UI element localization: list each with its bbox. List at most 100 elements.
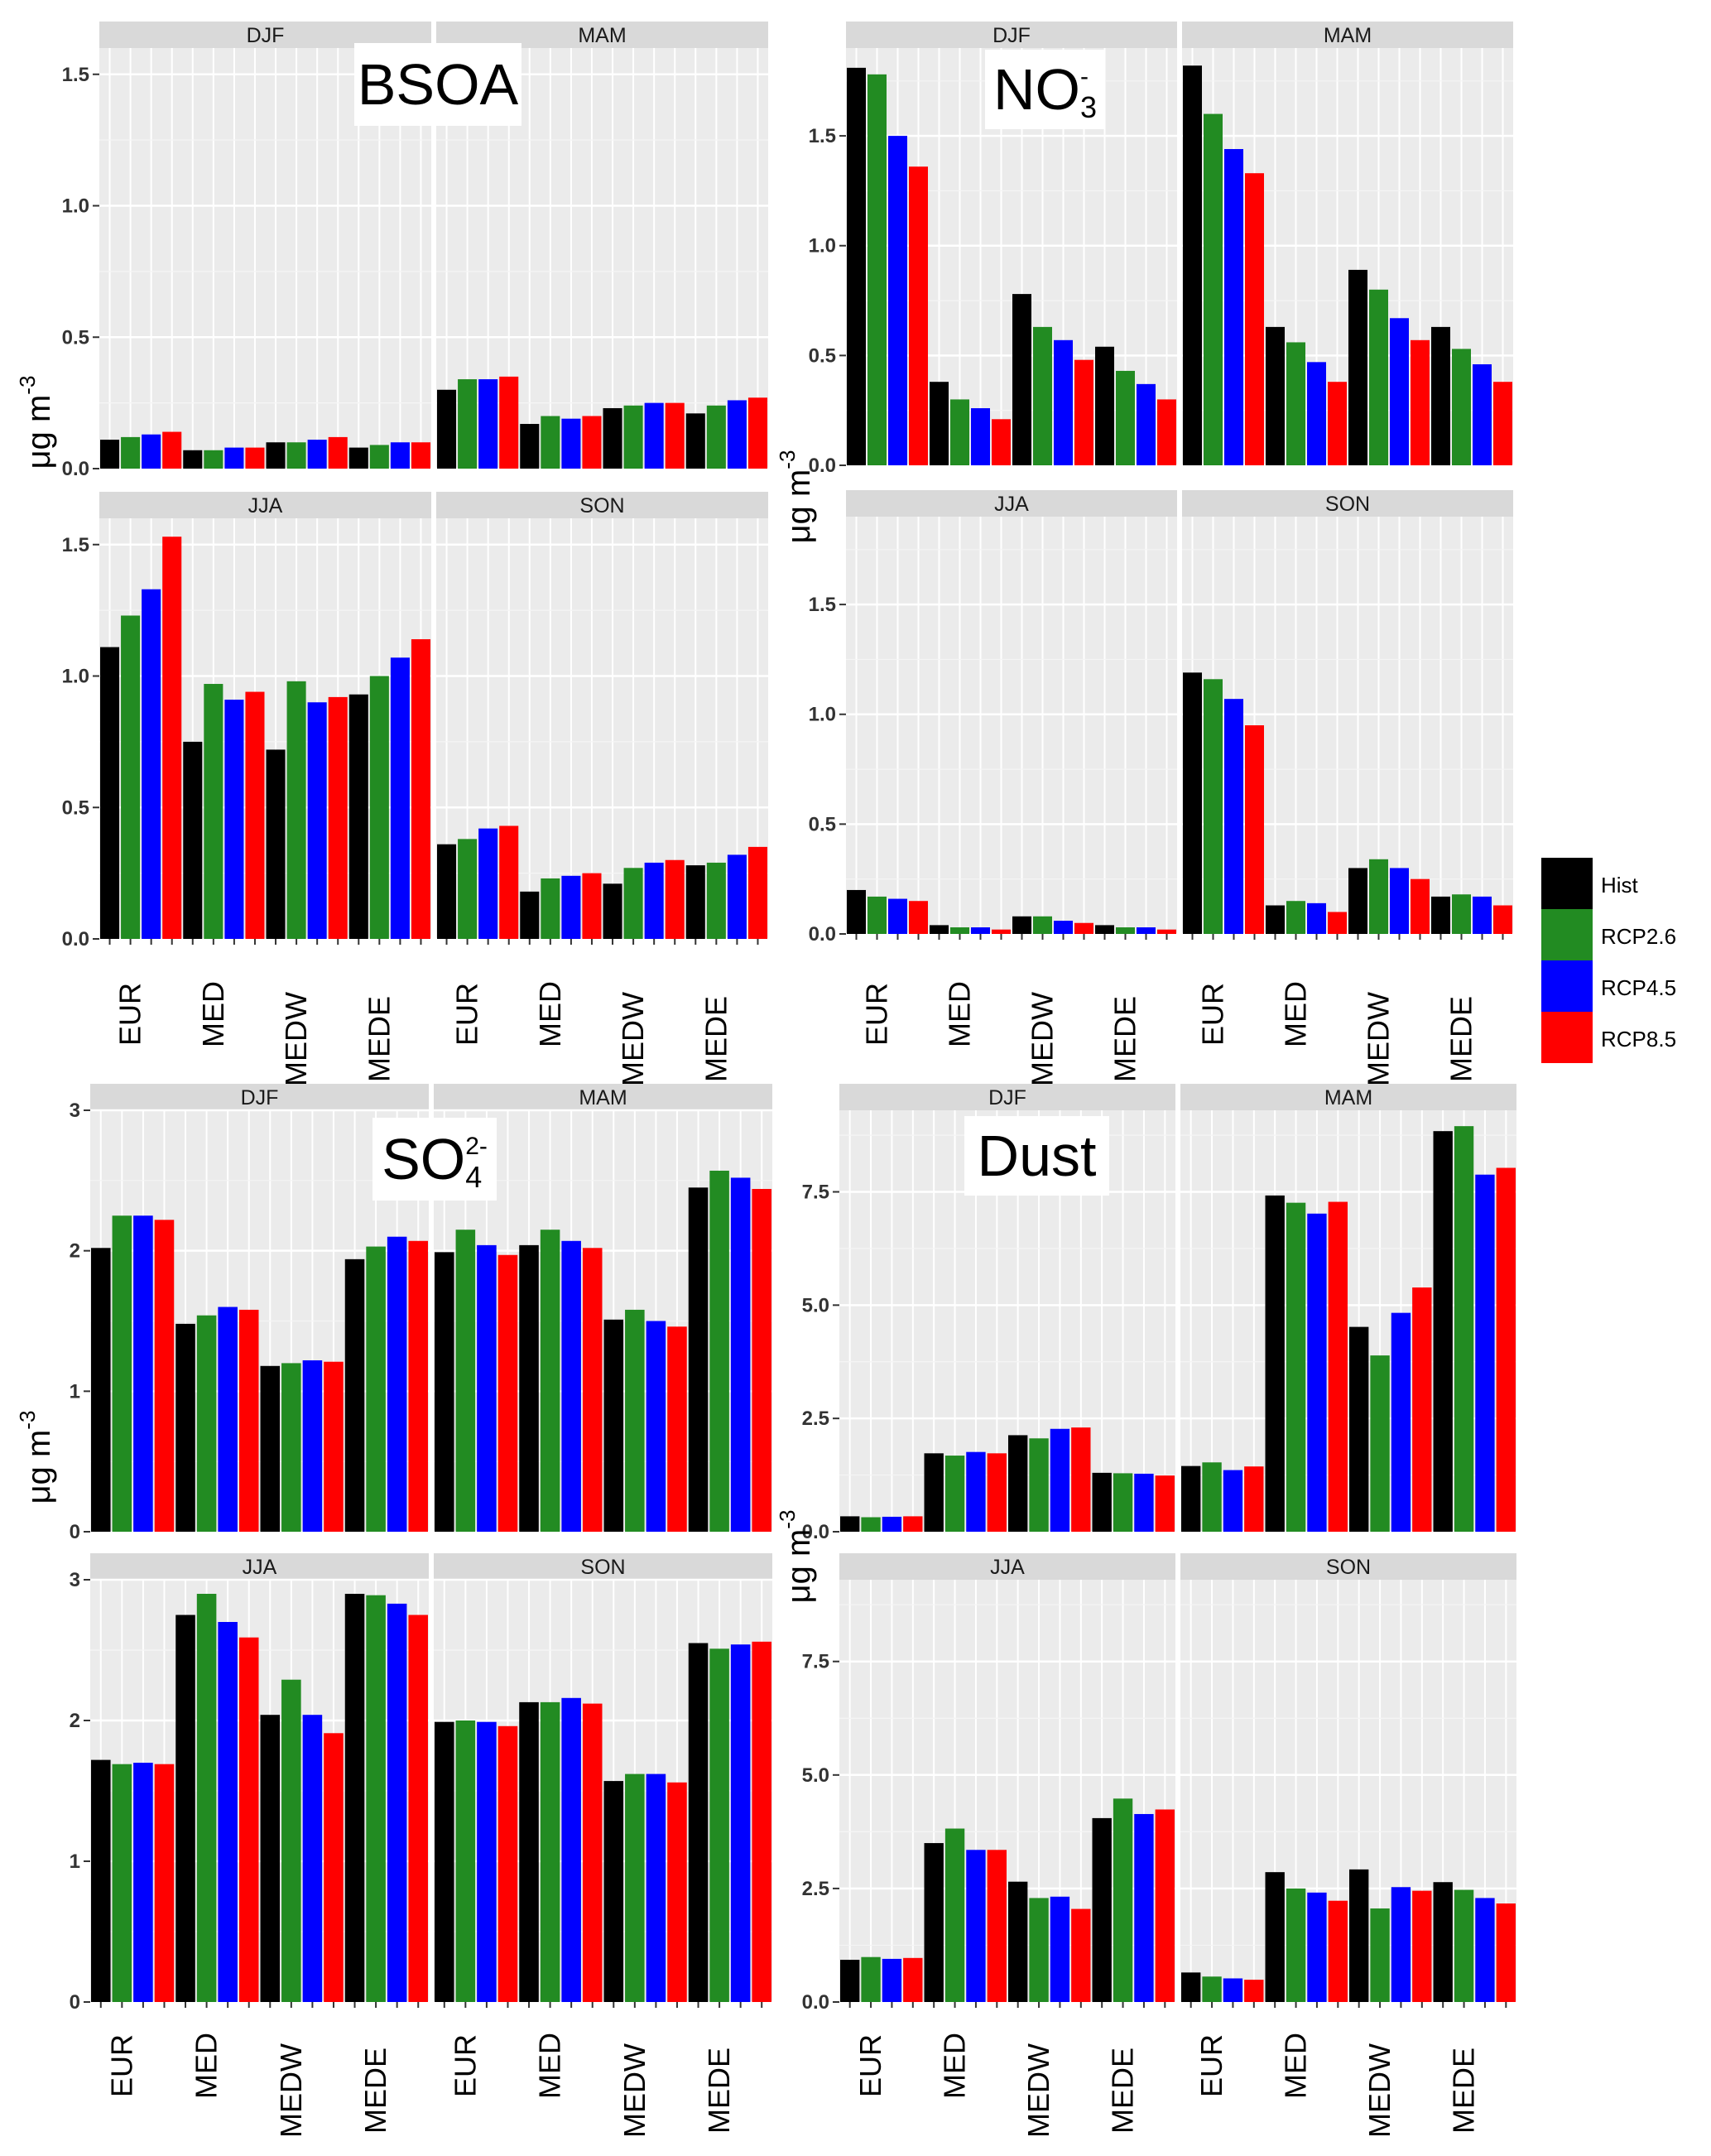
facet-no3-jja: JJA 0.0 0.5 1.0 1.5 EUR MED MEDW MEDE — [809, 490, 1177, 1086]
bar-undefined-eur-rcp8.5 — [154, 1764, 175, 2002]
y-axis-label-main: μg m — [781, 1529, 817, 1604]
bar-undefined-medw-rcp2.6 — [623, 405, 643, 469]
bar-undefined-med-rcp4.5 — [1307, 1892, 1327, 2002]
bar-undefined-medw-hist — [1012, 916, 1031, 934]
bar-undefined-eur-rcp4.5 — [1224, 699, 1243, 934]
bar-undefined-mede-hist — [348, 447, 368, 469]
bar-undefined-med-rcp2.6 — [196, 1315, 217, 1532]
bar-undefined-med-rcp2.6 — [541, 416, 560, 469]
y-tick-label: 1.5 — [809, 125, 836, 147]
facet-strip — [846, 490, 1177, 517]
bar-undefined-med-rcp2.6 — [540, 1701, 560, 2002]
y-tick-label: 3 — [70, 1569, 80, 1591]
bar-undefined-medw-rcp2.6 — [625, 1309, 645, 1532]
bar-undefined-eur-rcp4.5 — [1223, 1978, 1243, 2002]
y-tick-label: 3 — [70, 1100, 80, 1122]
facet-strip-label: SON — [1325, 493, 1370, 516]
bar-undefined-med-rcp8.5 — [245, 691, 265, 939]
facet-bsoa-son: SON EUR MED MEDW MEDE — [436, 492, 768, 1086]
bar-undefined-med-rcp2.6 — [950, 927, 969, 934]
facet-strip — [839, 1553, 1175, 1580]
facet-strip-label: JJA — [994, 493, 1029, 516]
bar-undefined-med-rcp8.5 — [992, 929, 1011, 934]
bar-undefined-mede-hist — [1092, 1817, 1112, 2002]
bar-undefined-mede-rcp4.5 — [730, 1177, 751, 1532]
bar-undefined-mede-rcp4.5 — [390, 657, 410, 939]
bar-undefined-medw-rcp4.5 — [1054, 339, 1073, 465]
bar-undefined-mede-rcp4.5 — [1473, 363, 1492, 465]
bar-undefined-mede-rcp8.5 — [408, 1240, 428, 1532]
bar-undefined-medw-rcp4.5 — [307, 702, 327, 939]
bar-undefined-mede-rcp8.5 — [1493, 905, 1512, 934]
bar-undefined-med-rcp8.5 — [987, 1850, 1007, 2002]
bar-undefined-medw-rcp4.5 — [1050, 1428, 1070, 1532]
bar-undefined-eur-rcp2.6 — [1204, 679, 1223, 934]
bar-undefined-med-rcp4.5 — [224, 447, 244, 469]
bar-undefined-medw-rcp8.5 — [667, 1326, 687, 1532]
bar-undefined-medw-rcp2.6 — [1370, 1355, 1390, 1532]
bar-undefined-medw-rcp2.6 — [623, 868, 643, 939]
y-tick-label: 7.5 — [802, 1651, 829, 1673]
bar-undefined-eur-rcp2.6 — [868, 74, 887, 466]
bar-undefined-mede-rcp2.6 — [366, 1246, 386, 1532]
y-tick-label: 0.0 — [809, 923, 836, 946]
bar-undefined-mede-rcp4.5 — [1137, 927, 1156, 934]
bar-undefined-eur-rcp4.5 — [478, 379, 498, 469]
facet-strip-label: SON — [580, 1556, 625, 1579]
y-axis-label: μg m-3 — [775, 1510, 817, 1604]
panel-title: SO42- — [382, 1127, 488, 1194]
bar-undefined-eur-rcp8.5 — [1245, 173, 1264, 465]
bar-undefined-med-rcp2.6 — [541, 878, 560, 939]
x-category-label: EUR — [450, 983, 484, 1046]
bar-undefined-med-rcp8.5 — [1328, 912, 1347, 934]
bar-undefined-eur-rcp2.6 — [121, 615, 141, 939]
x-category-label: MEDW — [274, 2043, 308, 2138]
bar-undefined-mede-rcp2.6 — [1116, 927, 1135, 934]
bar-undefined-medw-rcp2.6 — [286, 442, 306, 469]
legend-swatch-rcp2.6 — [1541, 909, 1593, 960]
x-category-label: MEDW — [1026, 992, 1060, 1086]
x-category-label: MED — [190, 2033, 223, 2099]
facet-strip — [436, 492, 768, 518]
panel-no3: DJF 0.0 0.5 1.0 1.5 MAM JJA 0.0 0.5 1.0 1.5 EUR MED M… — [775, 22, 1513, 1086]
bar-undefined-medw-rcp4.5 — [307, 440, 327, 469]
y-tick-label: 0.0 — [62, 928, 89, 950]
bar-undefined-medw-rcp2.6 — [1369, 289, 1388, 465]
y-axis-label: μg m-3 — [775, 450, 817, 544]
bar-undefined-eur-rcp2.6 — [1202, 1462, 1222, 1532]
bar-undefined-eur-rcp4.5 — [142, 434, 161, 469]
legend-swatch-rcp4.5 — [1541, 960, 1593, 1012]
bar-undefined-mede-rcp8.5 — [408, 1615, 428, 2002]
facet-so4-jja: JJA 0 1 2 3 EUR MED MEDW MEDE — [70, 1553, 429, 2138]
bar-undefined-med-rcp4.5 — [561, 1240, 581, 1532]
facet-strip — [1180, 1084, 1516, 1110]
y-axis-label: μg m-3 — [15, 376, 57, 469]
panel-title: Dust — [978, 1124, 1097, 1188]
bar-undefined-eur-hist — [1183, 65, 1202, 465]
bar-undefined-eur-rcp2.6 — [112, 1764, 132, 2002]
x-category-label: MED — [533, 981, 567, 1047]
bar-undefined-medw-rcp2.6 — [625, 1773, 645, 2002]
y-tick-label: 1.5 — [809, 594, 836, 616]
x-category-label: MEDW — [1021, 2043, 1055, 2138]
bar-undefined-eur-hist — [435, 1721, 454, 2002]
facet-strip-label: DJF — [988, 1086, 1026, 1109]
bar-undefined-medw-hist — [266, 442, 286, 469]
x-category-label: EUR — [104, 2034, 138, 2097]
bar-undefined-med-rcp8.5 — [1328, 382, 1347, 465]
facet-strip — [846, 22, 1177, 48]
bar-undefined-medw-rcp4.5 — [644, 402, 664, 469]
bar-undefined-med-rcp2.6 — [204, 684, 223, 939]
facet-dust-jja: JJA 0.0 2.5 5.0 7.5 EUR MED MEDW MEDE — [802, 1553, 1175, 2138]
y-tick-label: 0.0 — [802, 1991, 829, 2014]
facet-bsoa-mam: MAM — [436, 22, 768, 470]
bar-undefined-med-rcp8.5 — [582, 1703, 603, 2002]
bar-undefined-med-rcp2.6 — [944, 1828, 965, 2002]
x-category-label: MEDE — [1106, 2048, 1140, 2134]
bar-undefined-med-rcp8.5 — [582, 873, 602, 939]
bar-undefined-medw-hist — [1012, 294, 1031, 465]
facet-strip — [1182, 490, 1513, 517]
bar-undefined-med-rcp2.6 — [944, 1456, 965, 1532]
facet-strip-label: MAM — [1324, 1086, 1372, 1109]
y-axis-label-exponent: -3 — [15, 376, 40, 395]
